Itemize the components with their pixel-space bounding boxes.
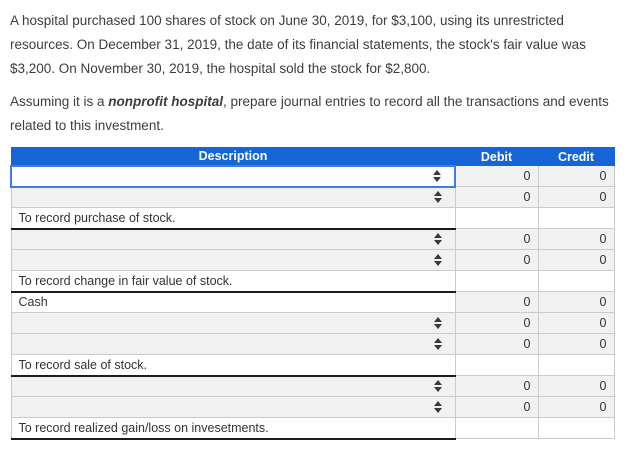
column-header-credit: Credit [537,147,615,166]
select-spinner-icon [433,317,442,329]
select-spinner-icon [433,254,442,266]
credit-cell[interactable]: 0 [537,165,615,187]
debit-cell[interactable]: 0 [454,396,539,418]
debit-cell[interactable]: 0 [454,333,539,355]
credit-cell [537,354,615,376]
account-select[interactable] [10,312,456,334]
table-header-row: Description Debit Credit [10,147,615,166]
account-select[interactable] [10,333,456,355]
intro-paragraph-2-suffix: , prepare journal entries to record all … [10,94,609,133]
select-spinner-icon [433,170,441,182]
credit-cell [537,207,615,229]
account-select[interactable] [10,375,456,397]
intro-paragraph-1: A hospital purchased 100 shares of stock… [10,13,586,76]
problem-statement: A hospital purchased 100 shares of stock… [0,0,622,138]
journal-entries-table: Description Debit Credit 0 0 0 0 To record p… [10,147,615,440]
credit-cell[interactable]: 0 [537,396,615,418]
intro-paragraph-2-prefix: Assuming it is a [10,94,109,109]
account-select[interactable] [10,164,456,188]
select-spinner-icon [433,380,442,393]
table-row: To record change in fair value of stock. [10,270,615,293]
account-text: Cash [10,291,456,313]
debit-cell [454,354,539,376]
memo-text: To record realized gain/loss on invesetm… [10,417,456,440]
select-spinner-icon [433,233,442,246]
credit-cell[interactable]: 0 [537,333,615,355]
debit-cell [454,207,539,229]
table-row: To record sale of stock. [10,354,615,377]
table-row: To record realized gain/loss on invesetm… [10,417,615,440]
debit-cell[interactable]: 0 [454,375,539,397]
debit-cell[interactable]: 0 [454,165,539,187]
table-row: To record purchase of stock. [10,207,615,230]
account-select[interactable] [10,396,456,418]
credit-cell[interactable]: 0 [537,375,615,397]
account-select[interactable] [10,228,456,250]
credit-cell[interactable]: 0 [537,249,615,271]
account-select[interactable] [10,249,456,271]
credit-cell[interactable]: 0 [537,186,615,208]
memo-text: To record sale of stock. [10,354,456,377]
intro-paragraph-2-emphasis: nonprofit hospital [108,94,224,109]
intro-paragraph-2: Assuming it is a nonprofit hospital, pre… [10,90,614,138]
debit-cell [454,417,539,439]
debit-cell[interactable]: 0 [454,312,539,334]
table-row: Cash 0 0 [10,291,615,313]
debit-cell[interactable]: 0 [454,249,539,271]
select-spinner-icon [433,401,442,413]
column-header-description: Description [10,147,456,166]
credit-cell[interactable]: 0 [537,228,615,250]
memo-text: To record purchase of stock. [10,207,456,230]
credit-cell[interactable]: 0 [537,291,615,313]
select-spinner-icon [433,338,442,350]
select-spinner-icon [433,191,442,204]
credit-cell[interactable]: 0 [537,312,615,334]
debit-cell [454,270,539,292]
debit-cell[interactable]: 0 [454,291,539,313]
debit-cell[interactable]: 0 [454,186,539,208]
credit-cell [537,417,615,439]
debit-cell[interactable]: 0 [454,228,539,250]
column-header-debit: Debit [454,147,539,166]
credit-cell [537,270,615,292]
account-select[interactable] [10,186,456,208]
memo-text: To record change in fair value of stock. [10,270,456,293]
